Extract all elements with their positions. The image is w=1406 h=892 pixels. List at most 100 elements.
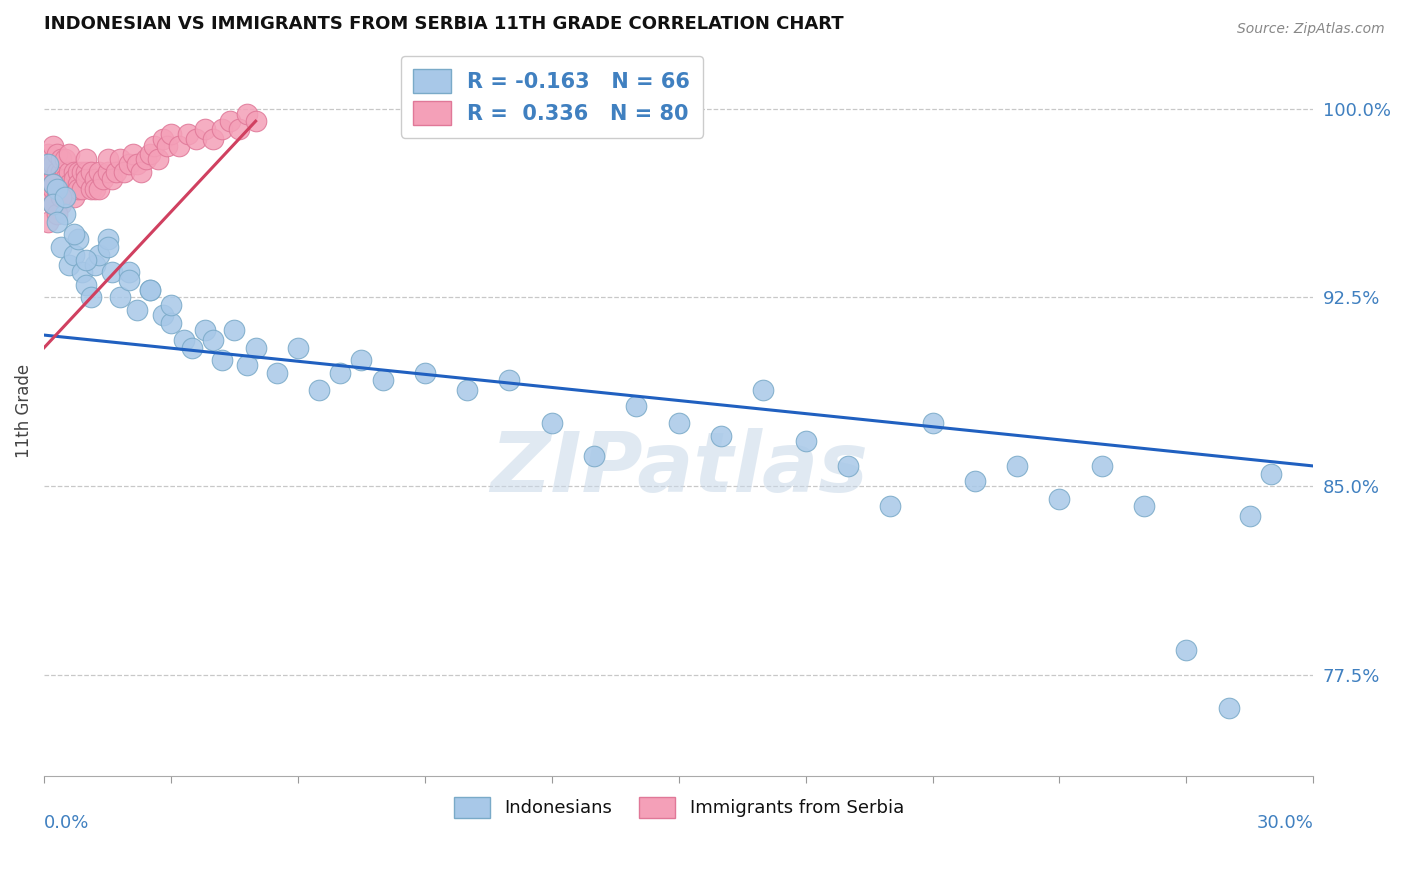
Text: INDONESIAN VS IMMIGRANTS FROM SERBIA 11TH GRADE CORRELATION CHART: INDONESIAN VS IMMIGRANTS FROM SERBIA 11T… — [44, 15, 844, 33]
Point — [194, 323, 217, 337]
Point — [41, 177, 63, 191]
Point — [41, 197, 63, 211]
Point — [152, 308, 174, 322]
Point — [127, 157, 149, 171]
Point — [45, 215, 67, 229]
Point — [37, 157, 59, 171]
Point — [37, 147, 59, 161]
Text: 0.0%: 0.0% — [44, 814, 90, 832]
Point — [710, 429, 733, 443]
Point — [83, 172, 105, 186]
Point — [413, 366, 436, 380]
Point — [498, 373, 520, 387]
Point — [287, 341, 309, 355]
Point — [83, 182, 105, 196]
Point — [245, 114, 267, 128]
Point — [97, 164, 120, 178]
Point — [79, 182, 101, 196]
Point — [91, 172, 114, 186]
Point — [70, 265, 93, 279]
Point — [62, 182, 84, 196]
Point — [1091, 458, 1114, 473]
Point — [131, 164, 153, 178]
Point — [49, 182, 72, 196]
Point — [329, 366, 352, 380]
Point — [148, 152, 170, 166]
Point — [75, 277, 97, 292]
Point — [62, 189, 84, 203]
Point — [160, 298, 183, 312]
Point — [58, 147, 80, 161]
Point — [177, 127, 200, 141]
Point — [266, 366, 288, 380]
Point — [135, 152, 157, 166]
Point — [1218, 700, 1240, 714]
Point — [49, 240, 72, 254]
Point — [224, 323, 246, 337]
Point — [202, 132, 225, 146]
Point — [62, 172, 84, 186]
Point — [110, 290, 132, 304]
Point — [79, 290, 101, 304]
Point — [70, 182, 93, 196]
Point — [66, 164, 89, 178]
Point — [118, 265, 141, 279]
Point — [53, 152, 76, 166]
Point — [101, 172, 124, 186]
Point — [53, 189, 76, 203]
Point — [1239, 509, 1261, 524]
Point — [626, 399, 648, 413]
Point — [173, 333, 195, 347]
Point — [75, 152, 97, 166]
Point — [45, 182, 67, 196]
Point — [228, 121, 250, 136]
Point — [37, 164, 59, 178]
Point — [37, 189, 59, 203]
Point — [45, 172, 67, 186]
Point — [58, 258, 80, 272]
Point — [160, 316, 183, 330]
Point — [202, 333, 225, 347]
Point — [53, 172, 76, 186]
Point — [139, 147, 162, 161]
Text: ZIPatlas: ZIPatlas — [489, 428, 868, 509]
Point — [211, 353, 233, 368]
Point — [45, 207, 67, 221]
Point — [879, 500, 901, 514]
Point — [62, 164, 84, 178]
Point — [41, 139, 63, 153]
Point — [837, 458, 859, 473]
Point — [49, 172, 72, 186]
Point — [1133, 500, 1156, 514]
Point — [245, 341, 267, 355]
Point — [41, 197, 63, 211]
Point — [62, 227, 84, 242]
Text: Source: ZipAtlas.com: Source: ZipAtlas.com — [1237, 22, 1385, 37]
Point — [49, 164, 72, 178]
Point — [350, 353, 373, 368]
Point — [101, 265, 124, 279]
Point — [794, 434, 817, 448]
Point — [118, 157, 141, 171]
Point — [66, 232, 89, 246]
Point — [45, 147, 67, 161]
Point — [156, 139, 179, 153]
Point — [41, 157, 63, 171]
Point — [143, 139, 166, 153]
Point — [97, 152, 120, 166]
Point — [668, 416, 690, 430]
Point — [456, 384, 478, 398]
Point — [1049, 491, 1071, 506]
Point — [181, 341, 204, 355]
Point — [53, 189, 76, 203]
Point — [45, 189, 67, 203]
Point — [87, 164, 110, 178]
Point — [152, 132, 174, 146]
Point — [49, 189, 72, 203]
Point — [87, 247, 110, 261]
Point — [97, 232, 120, 246]
Point — [41, 182, 63, 196]
Point — [160, 127, 183, 141]
Point — [58, 177, 80, 191]
Point — [66, 177, 89, 191]
